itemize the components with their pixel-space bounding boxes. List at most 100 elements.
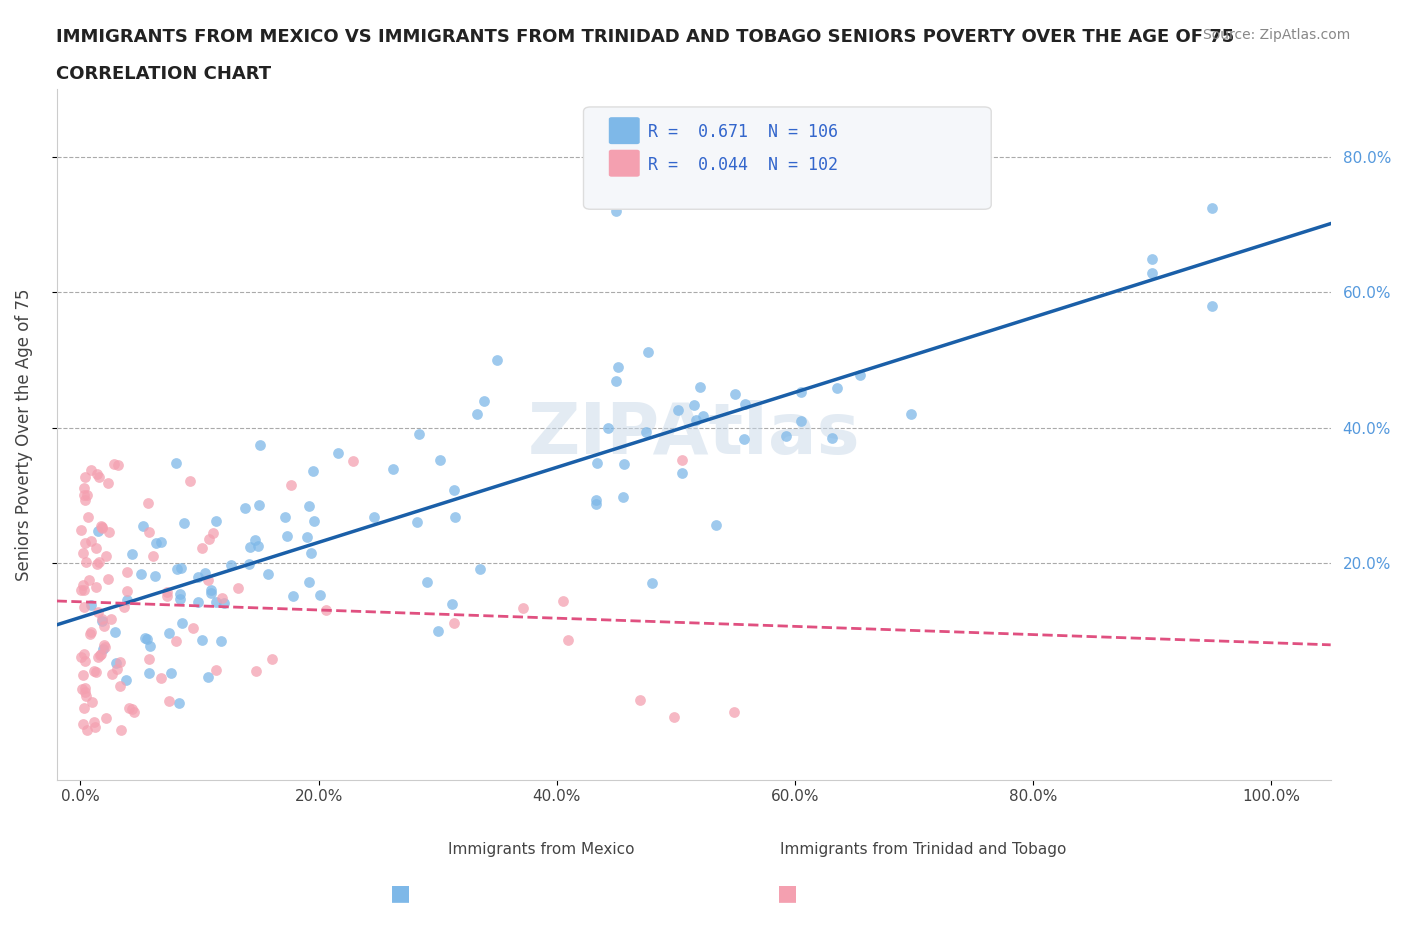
Point	[243, 532, 266, 547]
Point	[612, 489, 634, 504]
Point	[89, 647, 111, 662]
Point	[138, 496, 160, 511]
Point	[408, 427, 430, 442]
Point	[73, 470, 96, 485]
Text: Immigrants from Mexico: Immigrants from Mexico	[447, 842, 634, 857]
Point	[283, 589, 305, 604]
Point	[138, 652, 160, 667]
Text: CORRELATION CHART: CORRELATION CHART	[56, 65, 271, 83]
Point	[219, 558, 242, 573]
Point	[77, 573, 100, 588]
Text: Immigrants from Trinidad and Tobago: Immigrants from Trinidad and Tobago	[780, 842, 1066, 857]
Point	[586, 456, 609, 471]
Point	[1140, 266, 1163, 281]
Point	[299, 545, 322, 560]
Point	[167, 696, 190, 711]
Point	[247, 539, 270, 554]
Point	[723, 705, 745, 720]
Point	[73, 488, 96, 503]
Point	[191, 633, 214, 648]
Point	[75, 536, 97, 551]
Point	[115, 593, 138, 608]
Point	[86, 467, 108, 482]
Point	[100, 667, 122, 682]
Point	[308, 588, 330, 603]
Point	[585, 493, 607, 508]
Point	[226, 581, 249, 596]
Point	[302, 513, 325, 528]
Point	[429, 453, 451, 468]
Point	[200, 586, 222, 601]
Point	[187, 594, 209, 609]
Point	[426, 623, 449, 638]
Point	[775, 429, 797, 444]
Point	[724, 387, 747, 402]
Text: R =  0.044  N = 102: R = 0.044 N = 102	[648, 155, 838, 174]
Point	[93, 618, 115, 633]
Point	[149, 671, 172, 685]
Point	[205, 662, 228, 677]
Point	[84, 720, 107, 735]
Point	[406, 514, 429, 529]
Point	[662, 710, 685, 724]
Point	[97, 571, 120, 586]
Point	[238, 557, 260, 572]
Point	[87, 470, 110, 485]
Point	[165, 633, 187, 648]
Point	[641, 575, 664, 590]
Point	[79, 626, 101, 641]
Point	[72, 578, 94, 592]
Point	[75, 688, 97, 703]
Point	[342, 454, 364, 469]
Point	[209, 633, 232, 648]
Point	[75, 654, 97, 669]
Point	[86, 524, 108, 538]
Point	[235, 500, 257, 515]
Point	[692, 409, 714, 424]
Point	[157, 694, 180, 709]
Point	[200, 582, 222, 597]
Point	[849, 367, 872, 382]
Point	[197, 532, 219, 547]
Point	[247, 498, 270, 512]
Point	[70, 682, 93, 697]
Point	[131, 518, 153, 533]
Point	[115, 583, 138, 598]
Point	[115, 672, 138, 687]
Point	[190, 540, 212, 555]
Point	[149, 535, 172, 550]
Point	[211, 591, 233, 605]
Point	[257, 566, 280, 581]
Point	[94, 639, 117, 654]
Text: ■: ■	[778, 883, 797, 903]
Point	[212, 595, 235, 610]
Point	[89, 519, 111, 534]
Point	[145, 536, 167, 551]
Point	[80, 597, 103, 612]
Point	[900, 406, 922, 421]
Point	[249, 437, 271, 452]
Point	[827, 380, 849, 395]
Point	[598, 420, 620, 435]
Point	[73, 646, 96, 661]
Point	[136, 631, 159, 646]
Point	[734, 397, 756, 412]
Point	[80, 463, 103, 478]
Point	[733, 432, 755, 446]
Point	[103, 457, 125, 472]
Point	[77, 510, 100, 525]
Point	[90, 646, 112, 661]
Point	[637, 345, 659, 360]
Point	[239, 539, 262, 554]
Point	[169, 591, 191, 606]
Point	[83, 714, 105, 729]
Point	[75, 684, 97, 699]
Point	[512, 601, 534, 616]
Point	[139, 639, 162, 654]
Point	[671, 453, 693, 468]
Point	[170, 615, 193, 630]
Point	[685, 413, 707, 428]
Point	[551, 594, 574, 609]
Text: R =  0.671  N = 106: R = 0.671 N = 106	[648, 123, 838, 141]
Point	[76, 487, 98, 502]
